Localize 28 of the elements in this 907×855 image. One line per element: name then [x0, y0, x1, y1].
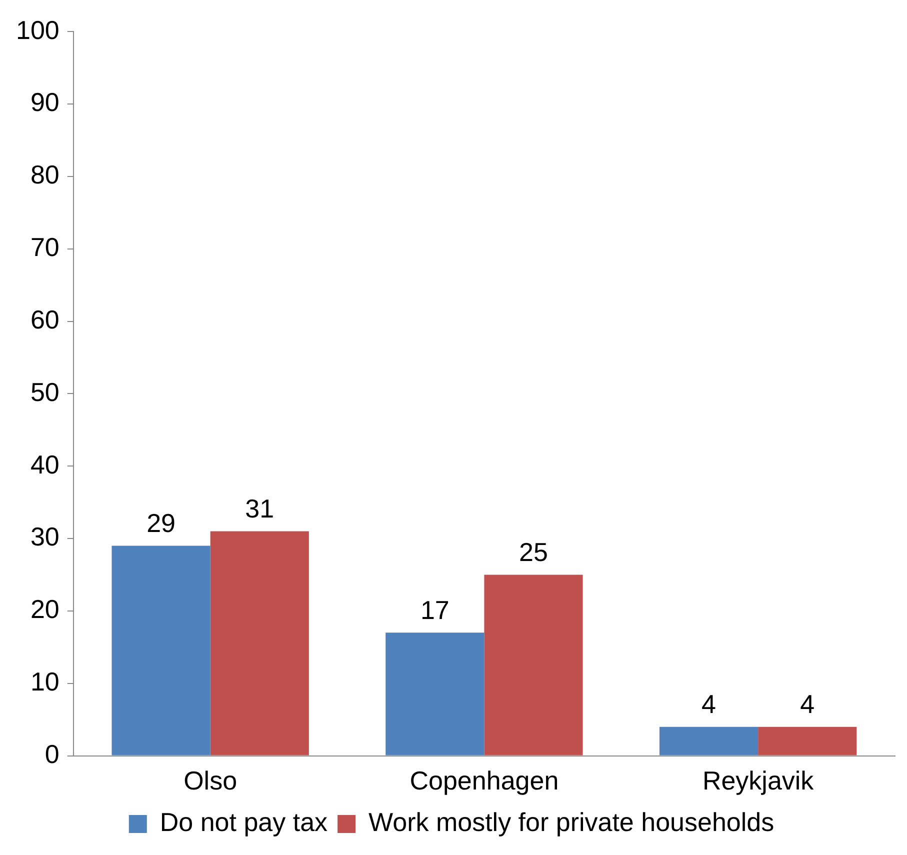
x-tick-label: Olso — [184, 766, 238, 796]
bar — [210, 531, 309, 756]
x-tick-label: Reykjavik — [702, 766, 815, 796]
y-tick-label: 80 — [30, 160, 60, 190]
data-label: 29 — [146, 508, 176, 538]
y-tick-label: 50 — [30, 376, 60, 407]
x-tick-label: Copenhagen — [410, 766, 559, 796]
y-tick-label: 20 — [30, 594, 60, 624]
bar — [112, 546, 210, 756]
y-tick-label: 100 — [16, 14, 60, 45]
y-tick-label: 60 — [30, 304, 60, 334]
bar — [659, 726, 758, 756]
data-label: 25 — [519, 536, 548, 567]
y-tick-label: 0 — [44, 738, 60, 769]
data-label: 4 — [702, 689, 716, 720]
y-tick-label: 90 — [30, 87, 60, 118]
bar — [386, 632, 484, 756]
y-tick-label: 30 — [30, 522, 60, 552]
y-tick-label: 40 — [30, 449, 60, 480]
legend-label: Work mostly for private households — [368, 807, 774, 838]
legend-label: Do not pay tax — [160, 807, 328, 838]
y-tick-label: 10 — [30, 666, 60, 697]
data-label: 17 — [420, 594, 450, 625]
y-tick-label: 70 — [30, 232, 60, 262]
bar — [484, 574, 583, 756]
bar — [758, 726, 857, 756]
data-label: 4 — [800, 689, 815, 720]
data-label: 31 — [245, 493, 274, 524]
